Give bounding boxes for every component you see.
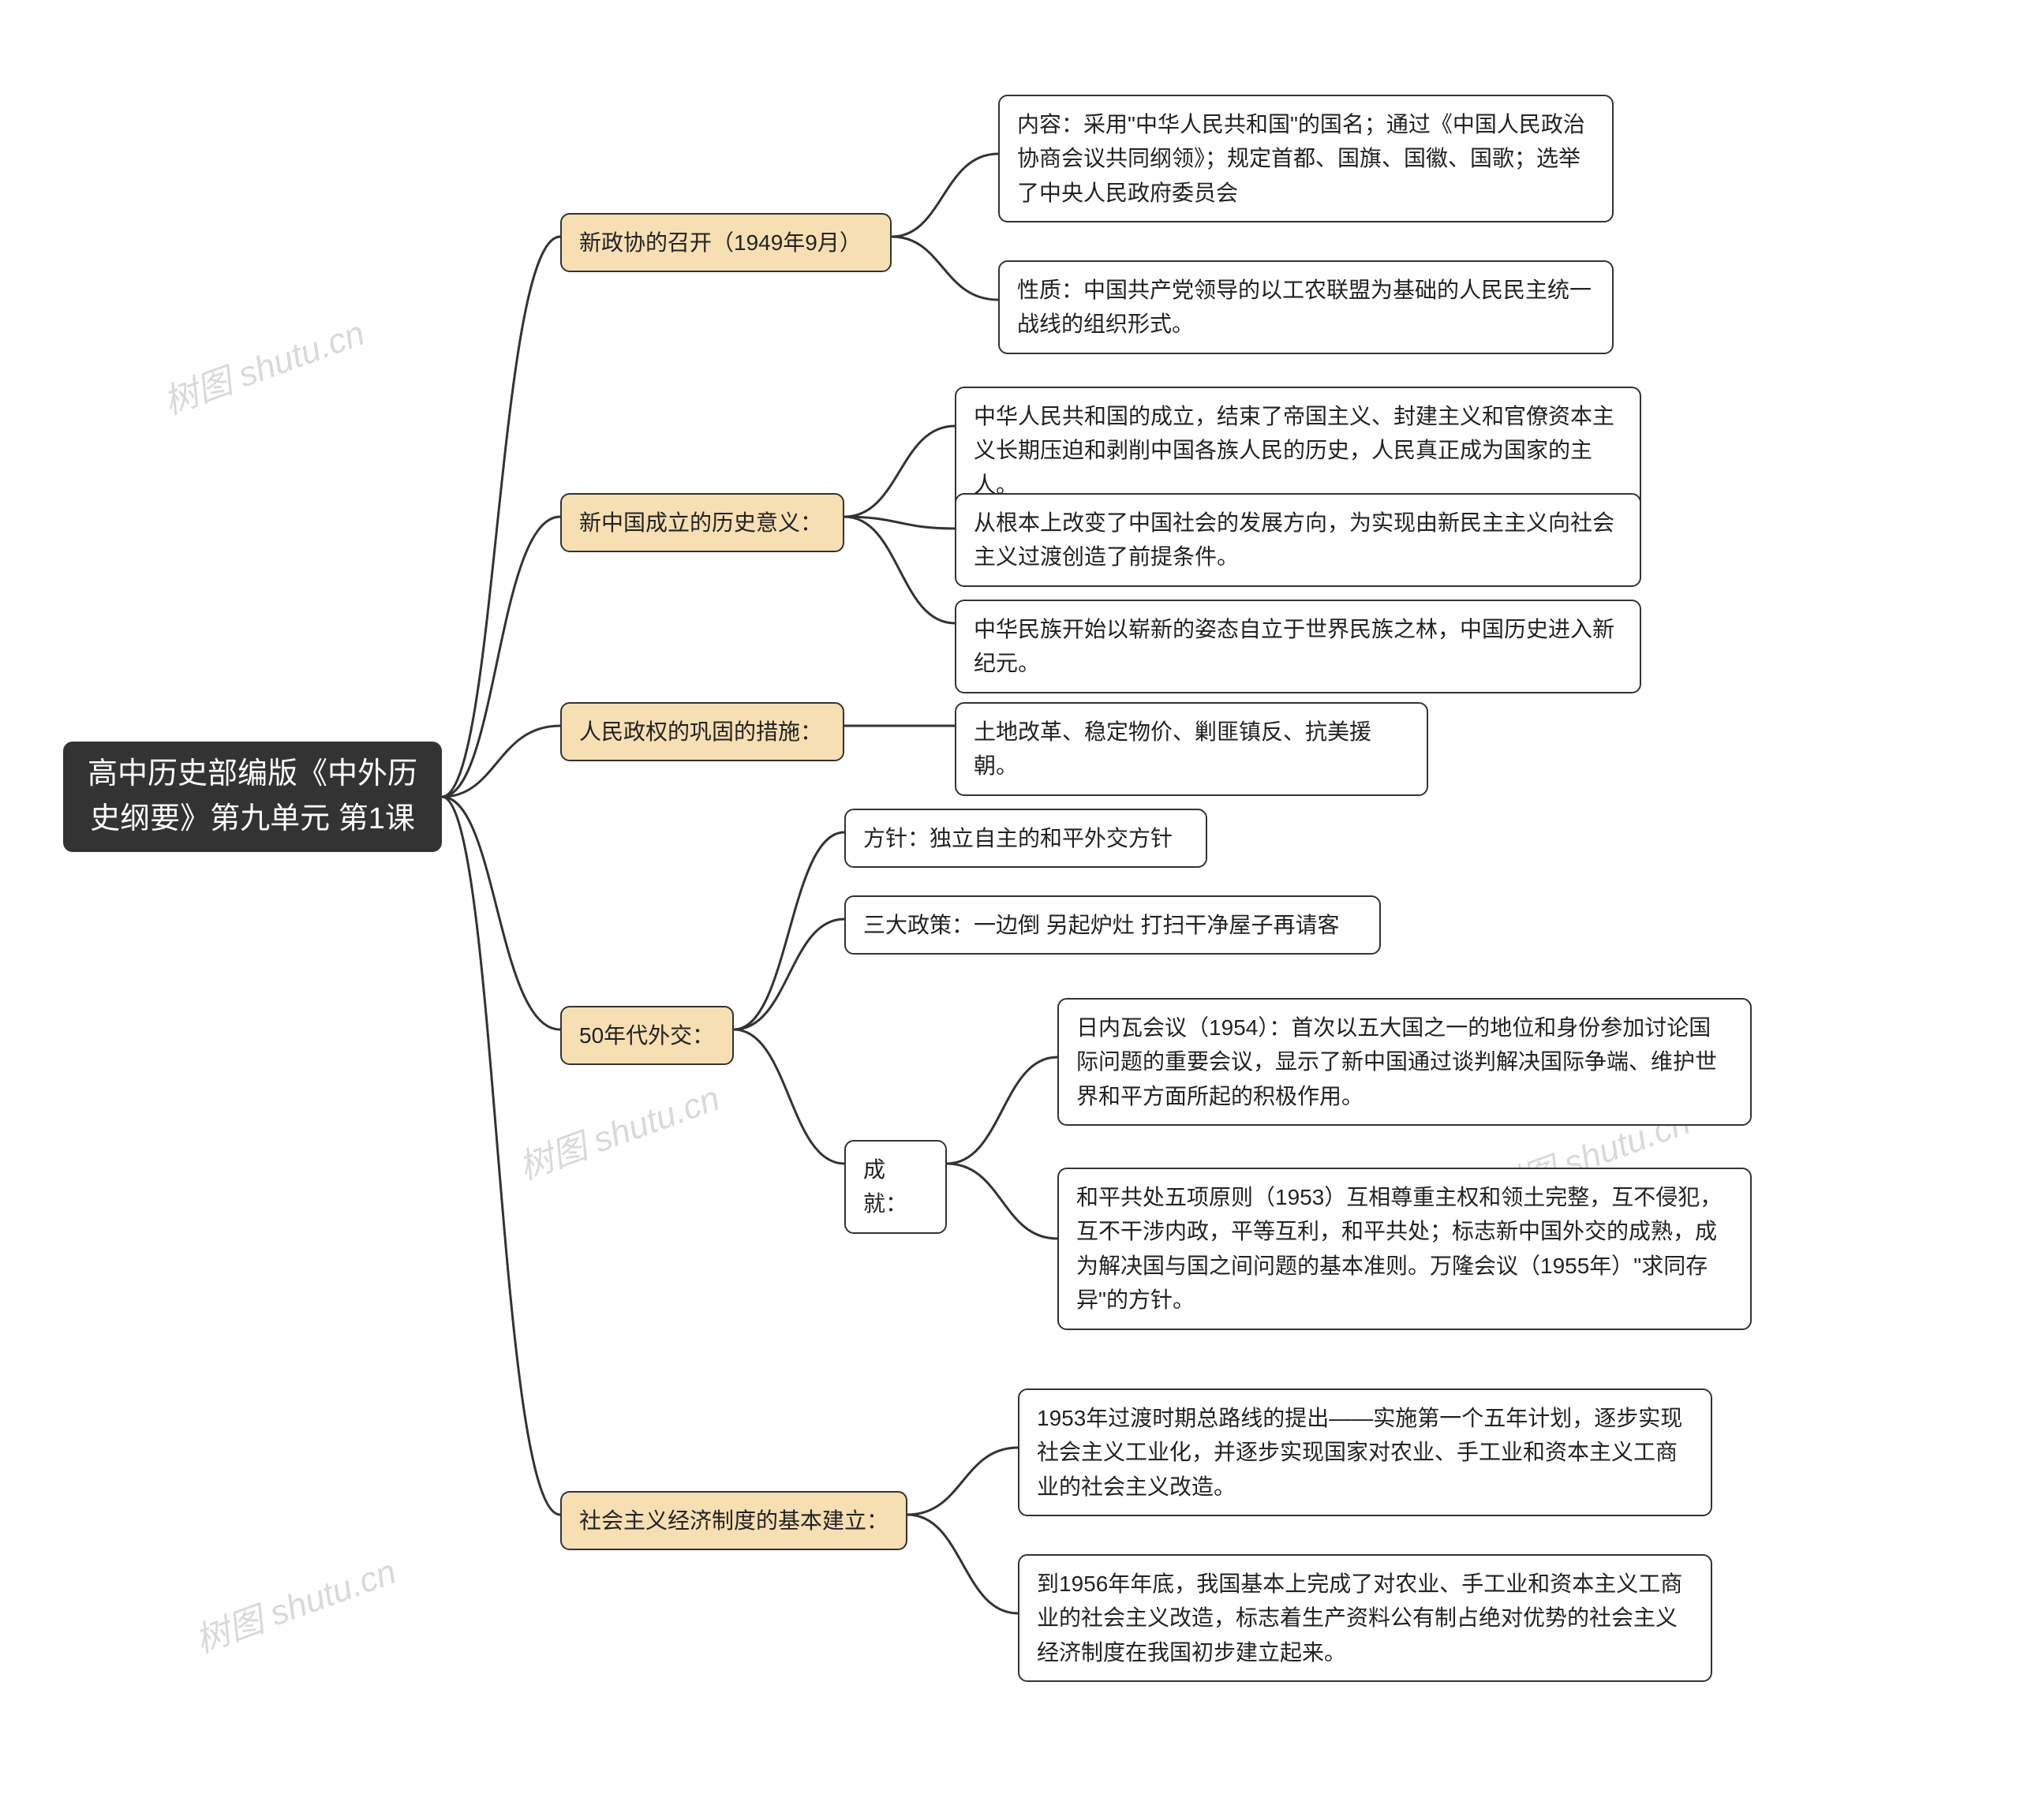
branch-label: 社会主义经济制度的基本建立：	[579, 1504, 888, 1538]
leaf-text: 日内瓦会议（1954）：首次以五大国之一的地位和身份参加讨论国际问题的重要会议，…	[1076, 1011, 1733, 1113]
branch-xinzhenxie: 新政协的召开（1949年9月）	[560, 213, 892, 272]
leaf-node: 和平共处五项原则（1953）互相尊重主权和领土完整，互不侵犯，互不干涉内政，平等…	[1057, 1168, 1752, 1330]
leaf-text: 中华人民共和国的成立，结束了帝国主义、封建主义和官僚资本主义长期压迫和剥削中国各…	[974, 399, 1622, 502]
branch-shehui-jingji: 社会主义经济制度的基本建立：	[560, 1491, 907, 1550]
leaf-node: 性质：中国共产党领导的以工农联盟为基础的人民民主统一战线的组织形式。	[998, 260, 1614, 354]
leaf-text: 1953年过渡时期总路线的提出——实施第一个五年计划，逐步实现社会主义工业化，并…	[1037, 1401, 1693, 1504]
leaf-node: 土地改革、稳定物价、剿匪镇反、抗美援朝。	[955, 702, 1428, 796]
branch-label: 新政协的召开（1949年9月）	[579, 226, 862, 260]
leaf-text: 方针：独立自主的和平外交方针	[863, 821, 1173, 855]
root-node: 高中历史部编版《中外历史纲要》第九单元 第1课	[63, 742, 442, 852]
watermark: 树图 shutu.cn	[187, 1543, 402, 1662]
leaf-text: 中华民族开始以崭新的姿态自立于世界民族之林，中国历史进入新纪元。	[974, 612, 1622, 681]
leaf-text: 从根本上改变了中国社会的发展方向，为实现由新民主主义向社会主义过渡创造了前提条件…	[974, 506, 1622, 574]
leaf-text: 土地改革、稳定物价、剿匪镇反、抗美援朝。	[974, 715, 1409, 783]
leaf-node: 三大政策：一边倒 另起炉灶 打扫干净屋子再请客	[844, 895, 1381, 955]
leaf-node: 到1956年年底，我国基本上完成了对农业、手工业和资本主义工商业的社会主义改造，…	[1018, 1554, 1712, 1682]
subbranch-chengjiu: 成就：	[844, 1140, 947, 1234]
leaf-node: 方针：独立自主的和平外交方针	[844, 809, 1207, 868]
leaf-text: 三大政策：一边倒 另起炉灶 打扫干净屋子再请客	[863, 908, 1340, 942]
leaf-node: 1953年过渡时期总路线的提出——实施第一个五年计划，逐步实现社会主义工业化，并…	[1018, 1388, 1712, 1516]
leaf-text: 到1956年年底，我国基本上完成了对农业、手工业和资本主义工商业的社会主义改造，…	[1037, 1567, 1693, 1669]
branch-label: 人民政权的巩固的措施：	[579, 715, 822, 749]
leaf-node: 中华民族开始以崭新的姿态自立于世界民族之林，中国历史进入新纪元。	[955, 600, 1641, 693]
branch-label: 50年代外交：	[579, 1018, 714, 1052]
leaf-text: 性质：中国共产党领导的以工农联盟为基础的人民民主统一战线的组织形式。	[1017, 273, 1595, 342]
root-label: 高中历史部编版《中外历史纲要》第九单元 第1课	[80, 752, 425, 842]
leaf-node: 从根本上改变了中国社会的发展方向，为实现由新民主主义向社会主义过渡创造了前提条件…	[955, 493, 1641, 587]
leaf-text: 成就：	[863, 1153, 928, 1221]
watermark: 树图 shutu.cn	[155, 305, 370, 424]
branch-gonggu: 人民政权的巩固的措施：	[560, 702, 844, 761]
leaf-node: 日内瓦会议（1954）：首次以五大国之一的地位和身份参加讨论国际问题的重要会议，…	[1057, 998, 1752, 1126]
watermark: 树图 shutu.cn	[511, 1070, 725, 1189]
branch-chengli-yiyi: 新中国成立的历史意义：	[560, 493, 844, 552]
leaf-node: 内容：采用"中华人民共和国"的国名；通过《中国人民政治协商会议共同纲领》；规定首…	[998, 95, 1614, 222]
leaf-text: 和平共处五项原则（1953）互相尊重主权和领土完整，互不侵犯，互不干涉内政，平等…	[1076, 1180, 1733, 1317]
branch-50s-diplomacy: 50年代外交：	[560, 1006, 734, 1065]
leaf-text: 内容：采用"中华人民共和国"的国名；通过《中国人民政治协商会议共同纲领》；规定首…	[1017, 107, 1595, 210]
branch-label: 新中国成立的历史意义：	[579, 506, 822, 540]
